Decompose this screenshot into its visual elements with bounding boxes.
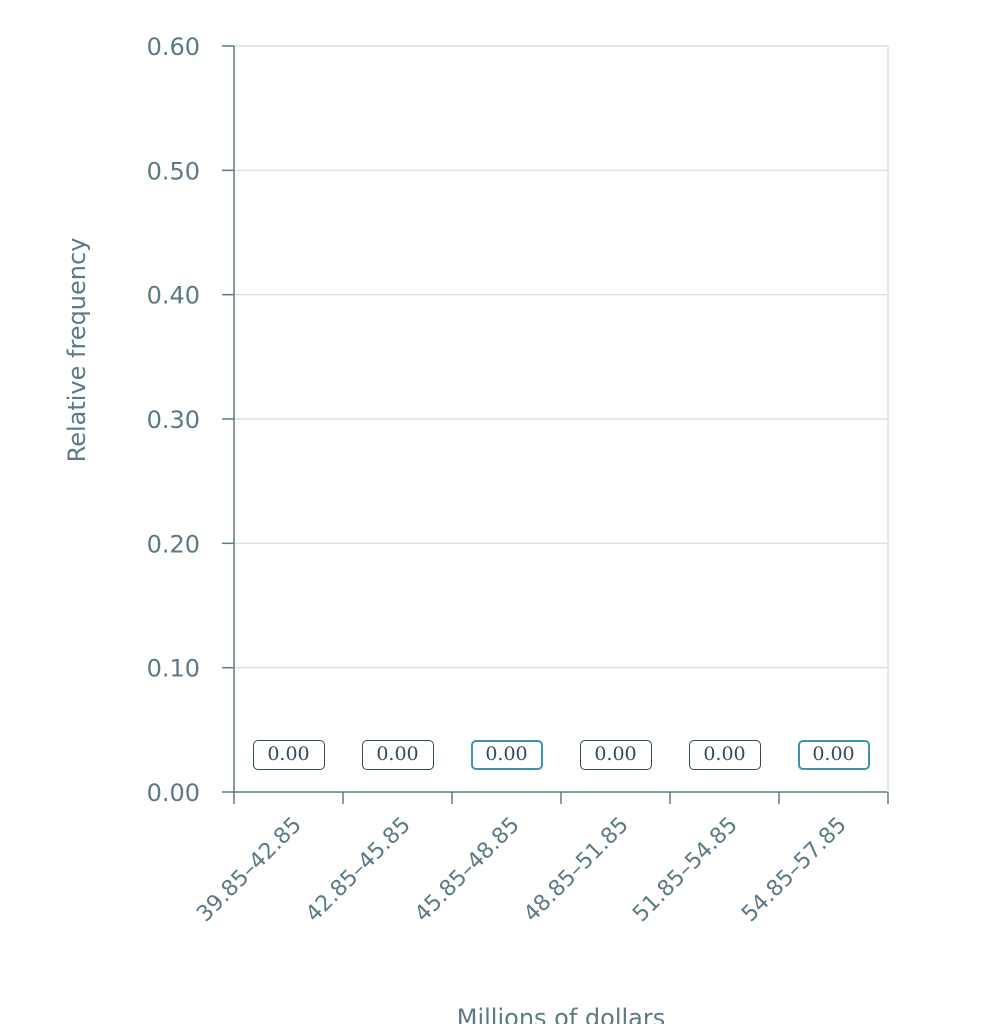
bar-value-input[interactable]: 0.00 [470, 740, 543, 770]
category-labels: 39.85–42.8542.85–45.8545.85–48.8548.85–5… [192, 813, 852, 928]
x-category-label: 45.85–48.85 [410, 813, 525, 928]
x-category-label: 39.85–42.85 [192, 813, 307, 928]
y-tick-labels: 0.00 0.10 0.20 0.30 0.40 0.50 0.60 [147, 33, 234, 807]
x-tick-marks [233, 792, 889, 804]
y-tick-label: 0.40 [147, 282, 200, 310]
bar-value-input[interactable]: 0.00 [797, 740, 870, 770]
y-tick-label: 0.30 [147, 406, 200, 434]
bar-value-input[interactable]: 0.00 [361, 740, 434, 770]
x-category-label: 51.85–54.85 [628, 813, 743, 928]
y-tick-label: 0.10 [147, 655, 200, 683]
x-category-label: 48.85–51.85 [519, 813, 634, 928]
y-axis-title: Relative frequency [63, 238, 91, 463]
y-tick-label: 0.50 [147, 157, 200, 185]
x-category-label: 54.85–57.85 [737, 813, 852, 928]
bar-value-input[interactable]: 0.00 [252, 740, 325, 770]
y-tick-label: 0.20 [147, 530, 200, 558]
bar-value-input[interactable]: 0.00 [688, 740, 761, 770]
y-tick-label: 0.60 [147, 33, 200, 61]
y-tick-label: 0.00 [147, 779, 200, 807]
bar-value-input[interactable]: 0.00 [579, 740, 652, 770]
x-category-label: 42.85–45.85 [301, 813, 416, 928]
grid-lines [234, 45, 888, 669]
x-axis-title: Millions of dollars [457, 1004, 666, 1024]
